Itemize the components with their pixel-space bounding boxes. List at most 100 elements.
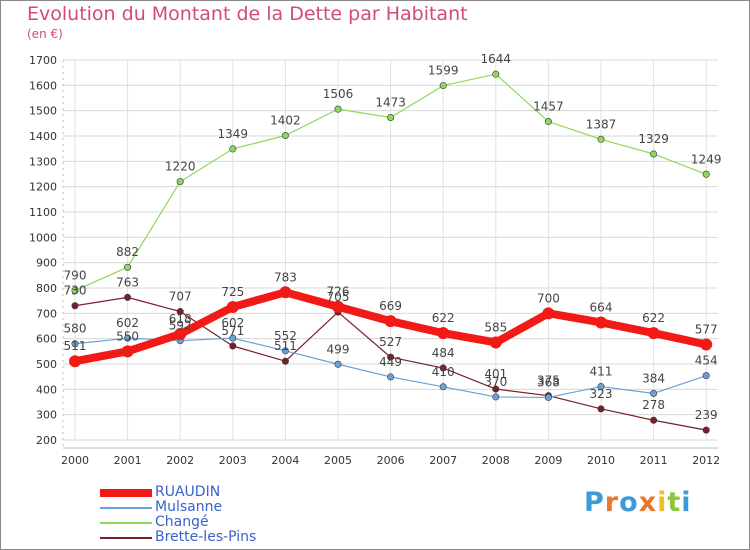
data-label: 783 — [274, 270, 297, 284]
data-label: 527 — [379, 335, 402, 349]
y-tick-label: 1400 — [29, 130, 57, 143]
chart-unit: (en €) — [27, 27, 63, 41]
y-tick-label: 600 — [36, 333, 57, 346]
data-label: 622 — [432, 311, 455, 325]
data-label: 484 — [432, 346, 455, 360]
logo-letter: i — [681, 487, 692, 518]
data-label: 705 — [327, 290, 350, 304]
data-point — [492, 70, 500, 78]
x-tick-label: 2006 — [377, 454, 405, 467]
data-labels: 730 763 707 571 511 705 527 484 401 375 323 278 239 5… — [64, 52, 722, 422]
y-tick-label: 700 — [36, 307, 57, 320]
data-point — [387, 114, 395, 122]
data-label: 592 — [169, 319, 192, 333]
data-point — [489, 336, 502, 349]
data-label: 1506 — [323, 87, 354, 101]
data-label: 707 — [169, 290, 192, 304]
data-label: 700 — [537, 291, 560, 305]
x-tick-label: 2008 — [482, 454, 510, 467]
data-label: 580 — [64, 322, 87, 336]
legend-label: Mulsanne — [155, 499, 223, 515]
data-point — [69, 355, 81, 368]
data-point — [702, 426, 710, 434]
data-point — [124, 263, 132, 271]
y-tick-label: 1200 — [29, 181, 57, 194]
y-tick-label: 500 — [36, 358, 57, 371]
data-label: 725 — [221, 285, 244, 299]
data-point — [334, 360, 342, 368]
data-label: 1349 — [218, 127, 249, 141]
data-point — [542, 307, 555, 320]
logo-letter: t — [667, 487, 682, 518]
data-label: 602 — [221, 316, 244, 330]
legend-swatch — [100, 507, 152, 509]
data-label: 1457 — [533, 100, 564, 114]
data-point — [544, 393, 552, 401]
logo-letter: o — [619, 487, 639, 518]
data-point — [174, 328, 187, 341]
x-tick-label: 2012 — [692, 454, 720, 467]
legend-swatch — [100, 537, 152, 539]
data-label: 499 — [327, 342, 350, 356]
data-point — [439, 82, 447, 90]
x-tick-label: 2003 — [219, 454, 247, 467]
data-label: 618 — [169, 312, 192, 326]
data-label: 602 — [116, 316, 139, 330]
data-label: 585 — [484, 320, 507, 334]
chart-title: Evolution du Montant de la Dette par Hab… — [27, 3, 468, 25]
data-point — [176, 178, 184, 186]
legend-swatch — [100, 522, 152, 524]
data-label: 669 — [379, 299, 402, 313]
data-point — [492, 393, 500, 401]
data-label: 726 — [327, 285, 350, 299]
y-tick-label: 800 — [36, 282, 57, 295]
data-point — [700, 338, 713, 351]
data-label: 763 — [116, 275, 139, 289]
x-tick-label: 2002 — [166, 454, 194, 467]
data-label: 882 — [116, 245, 139, 259]
data-point — [229, 342, 237, 350]
data-point — [544, 118, 552, 126]
y-tick-label: 400 — [36, 383, 57, 396]
data-point — [650, 416, 658, 424]
data-label: 622 — [642, 311, 665, 325]
data-point — [702, 170, 710, 178]
data-label: 401 — [484, 367, 507, 381]
data-label: 790 — [64, 269, 87, 283]
data-point — [229, 334, 237, 342]
data-label: 552 — [274, 329, 297, 343]
data-point — [281, 357, 289, 365]
data-point — [226, 301, 239, 313]
legend-label: Brette-les-Pins — [155, 529, 257, 545]
legend-swatch — [100, 489, 152, 497]
data-point — [597, 383, 605, 391]
series-lines — [69, 70, 713, 434]
data-point — [71, 340, 79, 348]
data-label: 411 — [590, 365, 613, 379]
x-tick-label: 2009 — [534, 454, 562, 467]
x-tick-label: 2000 — [61, 454, 89, 467]
data-point — [124, 334, 132, 342]
data-label: 410 — [432, 365, 455, 379]
data-point — [334, 105, 342, 113]
axes: 200 300 400 500 600 700 800 900 1000 1100 1200 1300… — [29, 54, 720, 467]
data-label: 370 — [484, 375, 507, 389]
data-label: 1387 — [586, 117, 617, 131]
data-point — [492, 385, 500, 393]
data-label: 730 — [64, 284, 87, 298]
legend-label: RUAUDIN — [155, 484, 221, 500]
data-point — [279, 286, 292, 299]
x-tick-label: 2011 — [640, 454, 668, 467]
y-tick-label: 900 — [36, 257, 57, 270]
data-label: 1473 — [375, 96, 406, 110]
data-label: 1220 — [165, 160, 196, 174]
y-tick-label: 1600 — [29, 79, 57, 92]
data-label: 550 — [116, 329, 139, 343]
data-point — [124, 293, 132, 301]
data-point — [647, 327, 660, 340]
data-point — [281, 131, 289, 139]
data-label: 1329 — [638, 132, 669, 146]
logo-letter: r — [604, 487, 620, 518]
grid — [63, 59, 718, 441]
